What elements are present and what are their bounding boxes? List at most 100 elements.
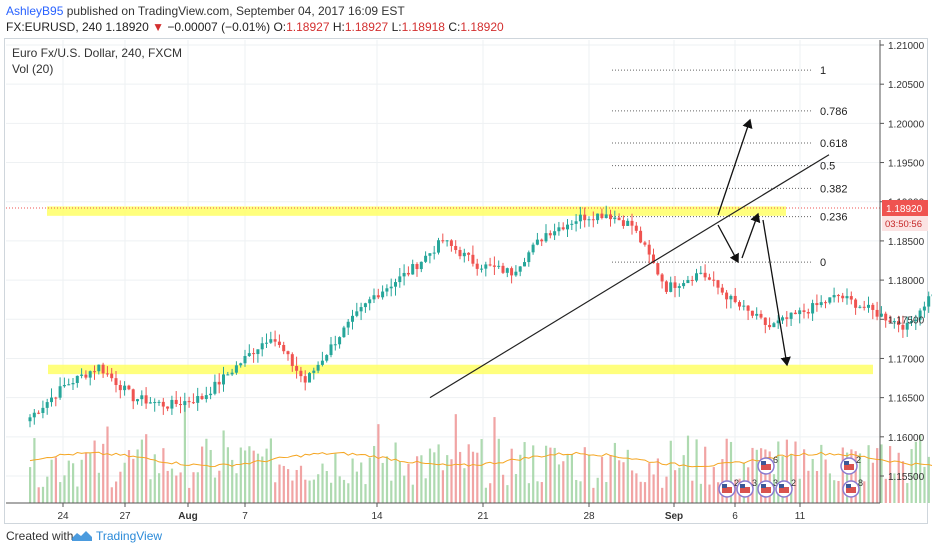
volume-bar: [605, 482, 608, 503]
volume-bar: [656, 458, 659, 503]
candle-body: [789, 312, 793, 319]
y-tick-label: 1.18000: [888, 276, 925, 287]
candle-body: [174, 399, 178, 405]
volume-bar: [579, 481, 582, 503]
candle-body: [845, 296, 849, 299]
candle-body: [110, 373, 114, 379]
candle-body: [445, 240, 449, 242]
candle-body: [316, 364, 320, 371]
candle-body: [286, 351, 290, 355]
projection-arrow: [741, 212, 761, 259]
candle-body: [256, 349, 260, 355]
volume-bar: [166, 470, 169, 503]
candle-body: [647, 244, 651, 255]
candle-body: [467, 252, 471, 255]
open-value: 1.18927: [286, 20, 330, 34]
volume-label: Vol (20): [12, 62, 54, 76]
candle-body: [523, 262, 526, 267]
volume-bar: [355, 471, 358, 503]
volume-bar: [600, 456, 604, 503]
volume-bar: [476, 452, 479, 503]
candle-body: [247, 353, 251, 357]
candle-body: [166, 406, 170, 409]
volume-bar: [110, 487, 113, 503]
volume-bar: [760, 448, 763, 503]
volume-bar: [338, 476, 341, 503]
candle-body: [449, 240, 453, 246]
footer: [0, 524, 932, 550]
price-tag-label: 1.18920: [886, 204, 923, 215]
fib-level-label: 1: [820, 65, 826, 77]
volume-bar: [798, 478, 801, 503]
candle-body: [910, 321, 913, 323]
volume-bar: [342, 479, 346, 503]
candle-body: [772, 323, 776, 328]
candle-body: [338, 337, 342, 345]
volume-bar: [858, 453, 862, 503]
volume-bar: [136, 449, 139, 503]
volume-bar: [484, 487, 487, 503]
candle-body: [750, 310, 754, 316]
candle-body: [37, 412, 41, 414]
tradingview-brand[interactable]: TradingView: [96, 529, 163, 543]
candle-body: [333, 344, 337, 346]
y-tick-label: 1.17000: [888, 354, 925, 365]
tradingview-logo-icon: [72, 531, 92, 541]
volume-bar: [153, 454, 156, 503]
candle-body: [308, 372, 311, 383]
candle-body: [67, 384, 71, 386]
volume-bar: [192, 472, 195, 503]
candle-body: [785, 317, 789, 319]
candle-body: [561, 227, 565, 230]
x-tick-label: Aug: [178, 511, 197, 522]
volume-bar: [910, 449, 913, 503]
candle-body: [320, 360, 324, 365]
candle-body: [879, 313, 883, 317]
author-link[interactable]: AshleyB95: [6, 4, 64, 18]
volume-bar: [463, 468, 466, 503]
candle-body: [93, 371, 96, 373]
candle-body: [222, 374, 225, 385]
candle-body: [922, 306, 926, 311]
volume-bar: [179, 472, 182, 503]
volume-bar: [467, 444, 470, 503]
candle-body: [50, 397, 53, 403]
candle-body: [28, 417, 32, 422]
volume-bar: [420, 455, 423, 503]
candle-body: [905, 322, 909, 330]
candle-body: [755, 313, 759, 316]
candle-body: [127, 385, 131, 390]
candle-body: [153, 402, 157, 404]
volume-bar: [489, 483, 492, 503]
candle-body: [811, 303, 815, 314]
volume-bar: [317, 474, 320, 503]
candle-body: [643, 242, 647, 245]
volume-bar: [618, 460, 621, 503]
high-label: H:: [332, 20, 345, 34]
candle-body: [570, 223, 574, 225]
volume-bar: [274, 482, 277, 503]
candle-body: [583, 214, 587, 221]
volume-bar: [123, 462, 126, 503]
volume-bar: [226, 447, 229, 503]
candle-body: [875, 309, 879, 317]
volume-bar: [729, 441, 733, 503]
candle-body: [716, 280, 720, 288]
projection-arrow: [717, 224, 739, 264]
volume-bar: [162, 448, 165, 503]
event-icons: 2 3 6 3 2 2 8: [718, 455, 863, 498]
volume-bar: [708, 484, 711, 503]
volume-bar: [790, 454, 793, 503]
candle-body: [385, 288, 389, 292]
volume-bar: [385, 456, 389, 503]
volume-bar: [218, 470, 221, 503]
event-count-label: 3: [773, 478, 778, 488]
candle-body: [695, 273, 698, 281]
symbol-label: FX:EURUSD, 240: [6, 20, 103, 34]
volume-bar: [807, 470, 810, 503]
volume-bar: [459, 451, 462, 503]
candle-body: [462, 252, 466, 257]
volume-bar: [312, 479, 315, 503]
candle-body: [243, 356, 247, 364]
